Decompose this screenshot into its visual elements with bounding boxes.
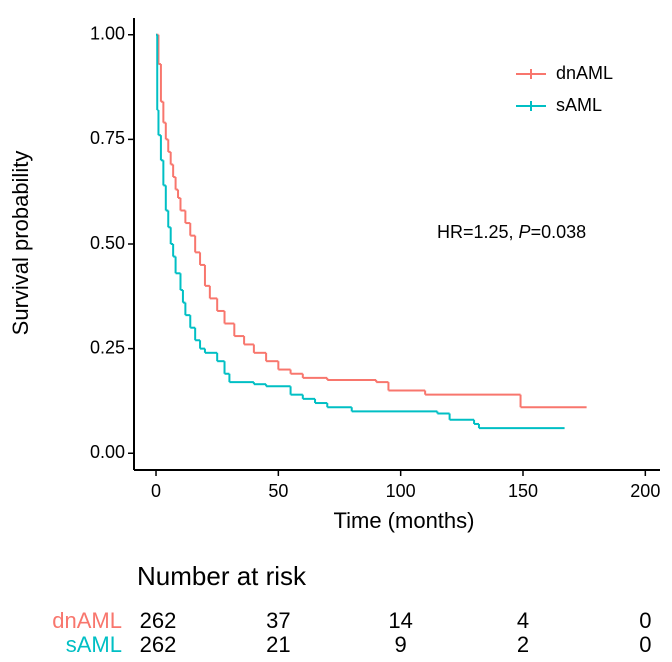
x-tick-label: 200 xyxy=(630,481,660,501)
x-tick-label: 50 xyxy=(268,481,288,501)
y-tick-label: 0.50 xyxy=(90,233,125,253)
y-tick-label: 0.75 xyxy=(90,128,125,148)
x-tick-label: 100 xyxy=(386,481,416,501)
risk-count: 21 xyxy=(266,632,290,657)
y-tick-label: 0.00 xyxy=(90,442,125,462)
y-tick-label: 0.25 xyxy=(90,337,125,357)
annotation: HR=1.25, P=0.038 xyxy=(437,222,586,242)
risk-count: 4 xyxy=(517,608,529,633)
x-tick-label: 0 xyxy=(151,481,161,501)
y-tick-label: 1.00 xyxy=(90,23,125,43)
y-axis-title: Survival probability xyxy=(8,151,33,336)
risk-count: 0 xyxy=(639,632,651,657)
risk-count: 0 xyxy=(639,608,651,633)
legend-label: sAML xyxy=(556,95,602,115)
legend-label: dnAML xyxy=(556,63,613,83)
risk-count: 262 xyxy=(140,608,177,633)
risk-table-title: Number at risk xyxy=(137,561,307,591)
risk-row-label: dnAML xyxy=(52,608,122,633)
risk-count: 37 xyxy=(266,608,290,633)
annotation-text: =0.038 xyxy=(531,222,587,242)
x-tick-label: 150 xyxy=(508,481,538,501)
annotation-text: HR=1.25, xyxy=(437,222,519,242)
risk-row-label: sAML xyxy=(66,632,122,657)
risk-count: 9 xyxy=(395,632,407,657)
risk-count: 262 xyxy=(140,632,177,657)
annotation-text: P xyxy=(519,222,531,242)
risk-count: 2 xyxy=(517,632,529,657)
x-axis-title: Time (months) xyxy=(334,508,475,533)
risk-count: 14 xyxy=(388,608,412,633)
